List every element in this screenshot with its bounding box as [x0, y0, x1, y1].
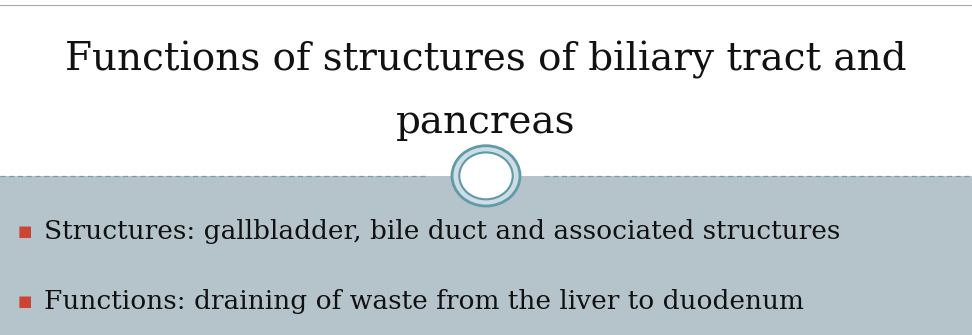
Ellipse shape — [452, 146, 520, 206]
Text: Functions of structures of biliary tract and: Functions of structures of biliary tract… — [65, 41, 907, 79]
Ellipse shape — [459, 152, 513, 199]
Bar — [0, 176, 972, 335]
Text: ■: ■ — [17, 224, 32, 239]
Text: ■: ■ — [17, 294, 32, 309]
Bar — [0, 0, 972, 176]
Ellipse shape — [468, 159, 504, 193]
Text: Structures: gallbladder, bile duct and associated structures: Structures: gallbladder, bile duct and a… — [44, 219, 840, 244]
Text: pancreas: pancreas — [397, 104, 575, 141]
Text: Functions: draining of waste from the liver to duodenum: Functions: draining of waste from the li… — [44, 289, 804, 314]
